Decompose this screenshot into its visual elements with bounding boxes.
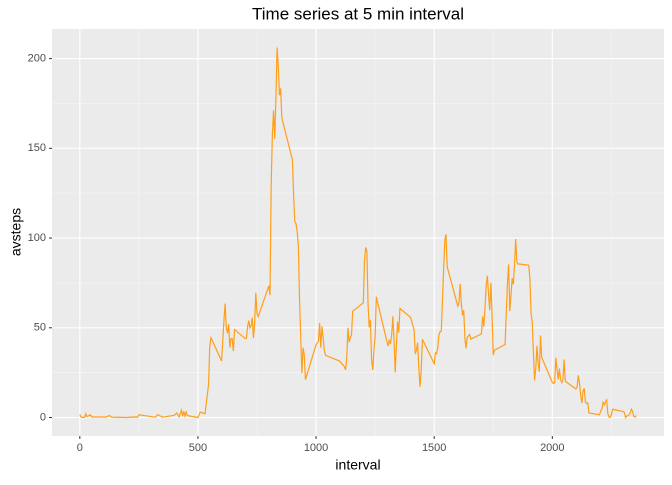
y-tick-label: 200 [28,53,46,65]
chart-title: Time series at 5 min interval [252,4,464,23]
y-axis-title: avsteps [8,208,24,256]
y-tick-label: 100 [28,232,46,244]
x-tick-label: 1000 [304,442,328,454]
panel [52,29,664,436]
y-tick-label: 50 [34,322,46,334]
y-tick-label: 0 [40,411,46,423]
x-tick-label: 500 [189,442,207,454]
x-tick-label: 2000 [540,442,564,454]
x-axis-title: interval [335,457,380,473]
data-line [79,47,637,419]
x-tick-label: 0 [77,442,83,454]
y-tick-label: 150 [28,142,46,154]
x-tick-label: 1500 [422,442,446,454]
